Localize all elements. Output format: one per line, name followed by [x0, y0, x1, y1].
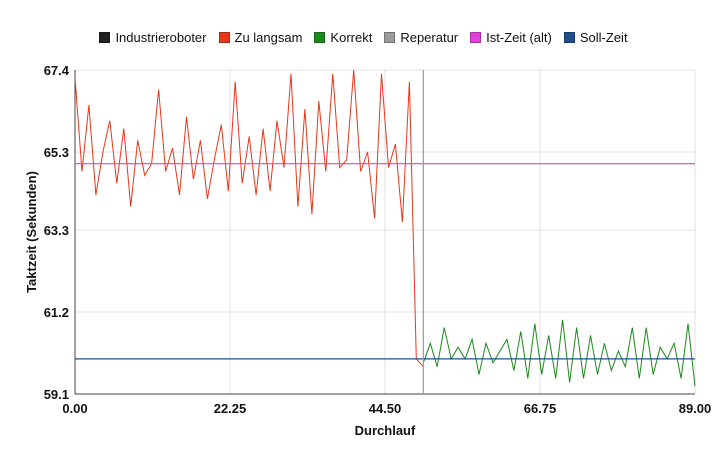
- legend-swatch: [99, 32, 111, 43]
- legend-swatch: [384, 32, 396, 43]
- chart-legend: Industrieroboter Zu langsam Korrekt Reperat…: [0, 30, 727, 45]
- legend-label: Korrekt: [330, 30, 373, 45]
- legend-item[interactable]: Korrekt: [314, 30, 372, 45]
- x-axis-label: Durchlauf: [355, 423, 416, 438]
- legend-swatch: [218, 32, 230, 43]
- y-tick-label: 61.2: [44, 305, 69, 320]
- legend-label: Reperatur: [400, 30, 459, 45]
- legend-item[interactable]: Ist-Zeit (alt): [470, 30, 552, 45]
- y-tick-label: 59.1: [44, 387, 69, 402]
- x-tick-label: 0.00: [62, 401, 87, 416]
- y-tick-label: 65.3: [44, 145, 69, 160]
- series-line: [422, 319, 696, 387]
- x-tick-label: 22.25: [214, 401, 247, 416]
- series-line: [74, 69, 424, 368]
- y-tick-label: 67.4: [44, 63, 70, 78]
- legend-item[interactable]: Industrieroboter: [99, 30, 207, 45]
- x-tick-label: 89.00: [679, 401, 712, 416]
- legend-label: Soll-Zeit: [579, 30, 628, 45]
- legend-item[interactable]: Reperatur: [384, 30, 458, 45]
- y-axis-label: Taktzeit (Sekunden): [24, 171, 39, 293]
- legend-swatch: [563, 32, 575, 43]
- x-tick-label: 44.50: [369, 401, 402, 416]
- legend-item[interactable]: Soll-Zeit: [563, 30, 628, 45]
- legend-item[interactable]: Zu langsam: [218, 30, 303, 45]
- legend-swatch: [470, 32, 482, 43]
- legend-label: Zu langsam: [234, 30, 303, 45]
- x-tick-label: 66.75: [524, 401, 557, 416]
- y-tick-label: 63.3: [44, 223, 69, 238]
- legend-label: Industrieroboter: [115, 30, 207, 45]
- legend-label: Ist-Zeit (alt): [486, 30, 552, 45]
- legend-swatch: [314, 32, 326, 43]
